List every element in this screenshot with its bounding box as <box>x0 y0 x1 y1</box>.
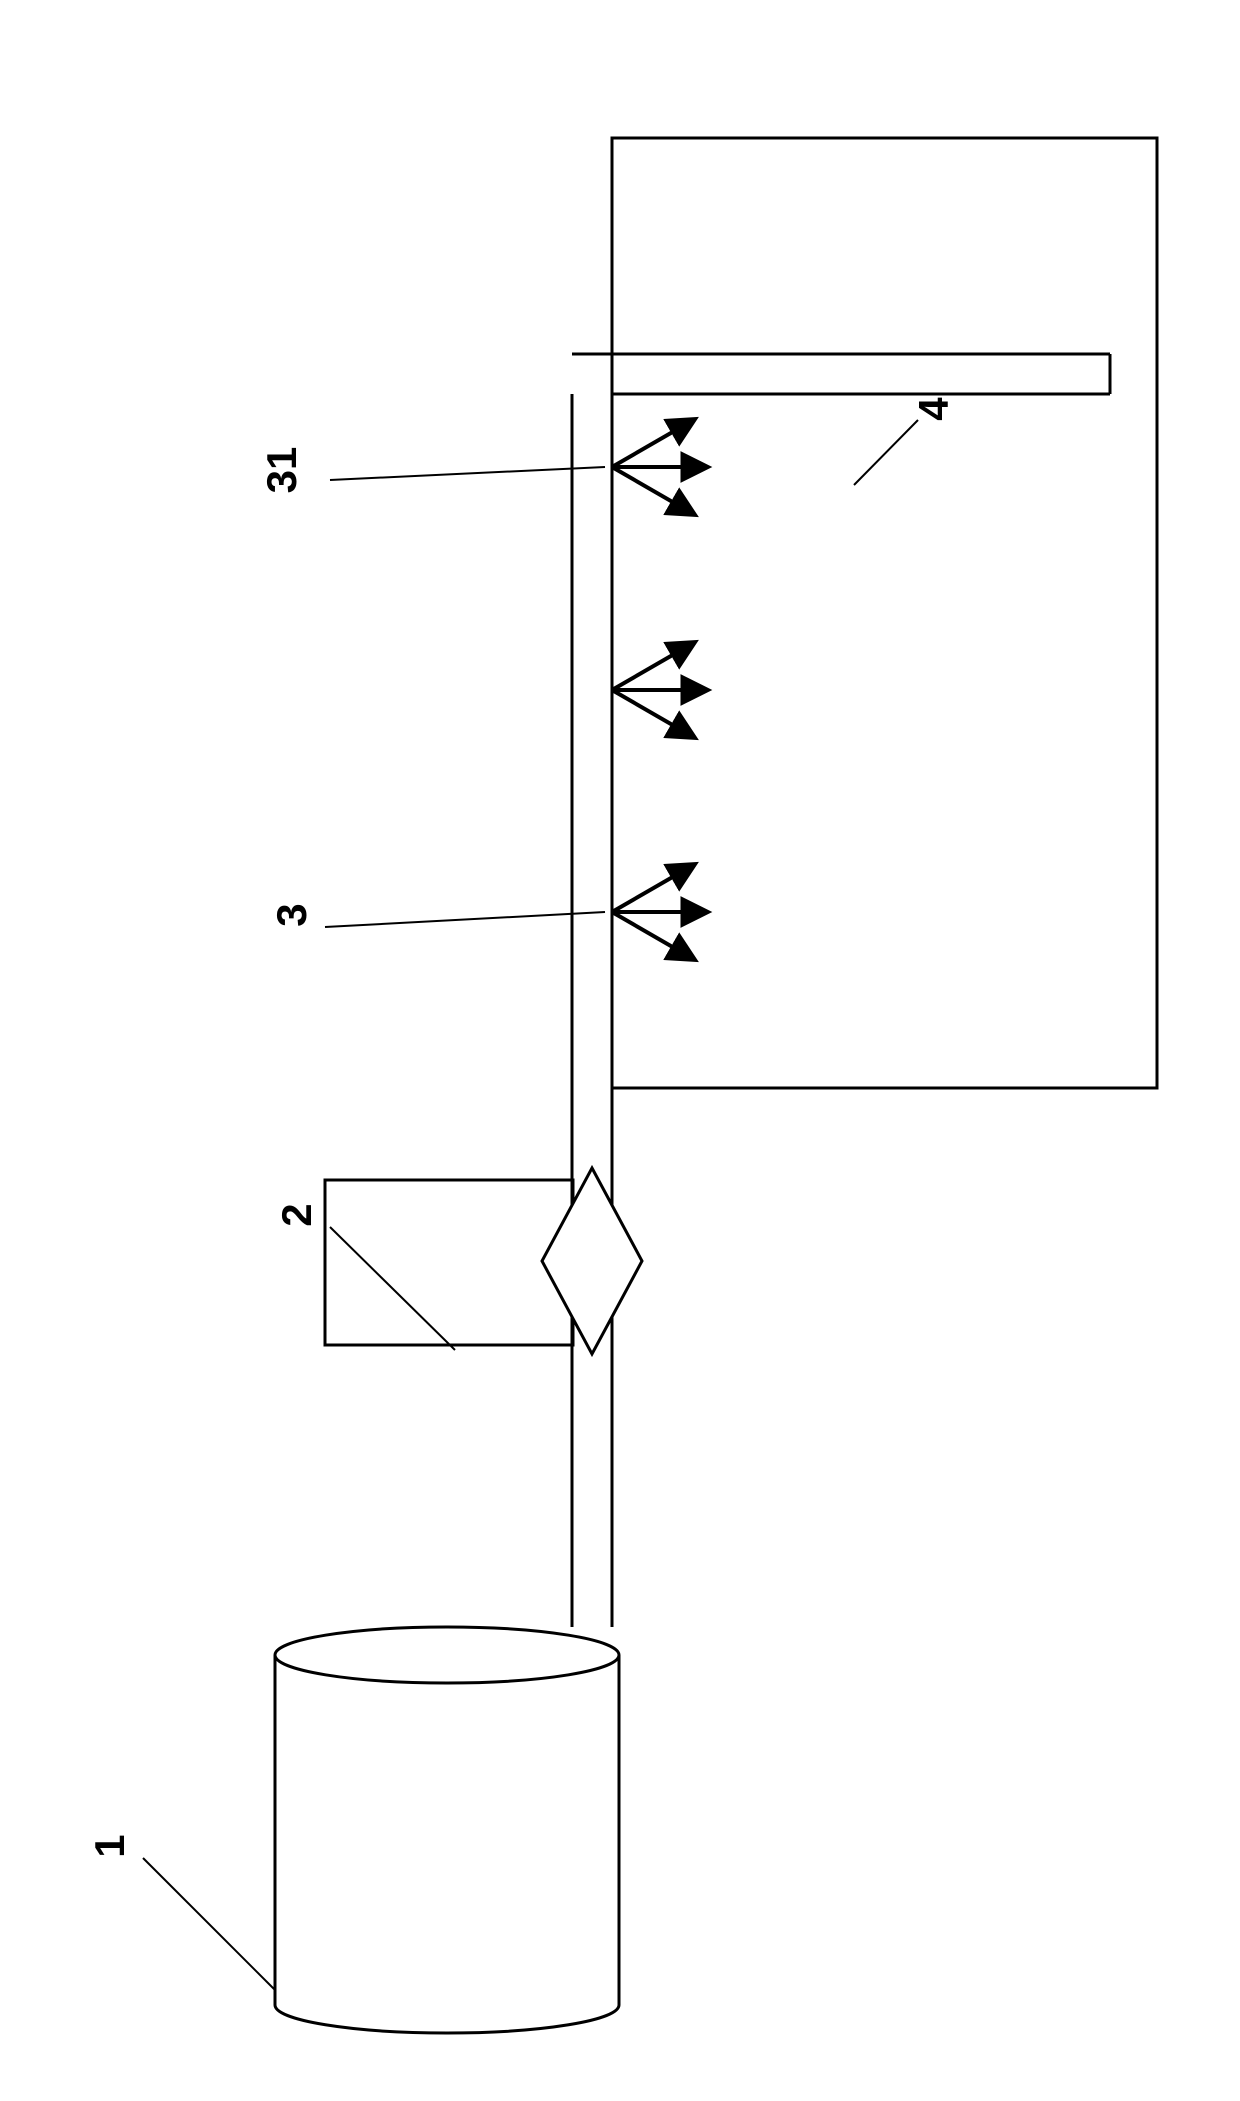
label-31: 31 <box>258 447 305 494</box>
label-4: 4 <box>910 397 957 421</box>
label-1: 1 <box>86 1834 133 1857</box>
technical-diagram: 1 2 3 31 4 <box>0 0 1240 2101</box>
label-2: 2 <box>273 1203 320 1226</box>
label-3: 3 <box>268 903 315 926</box>
